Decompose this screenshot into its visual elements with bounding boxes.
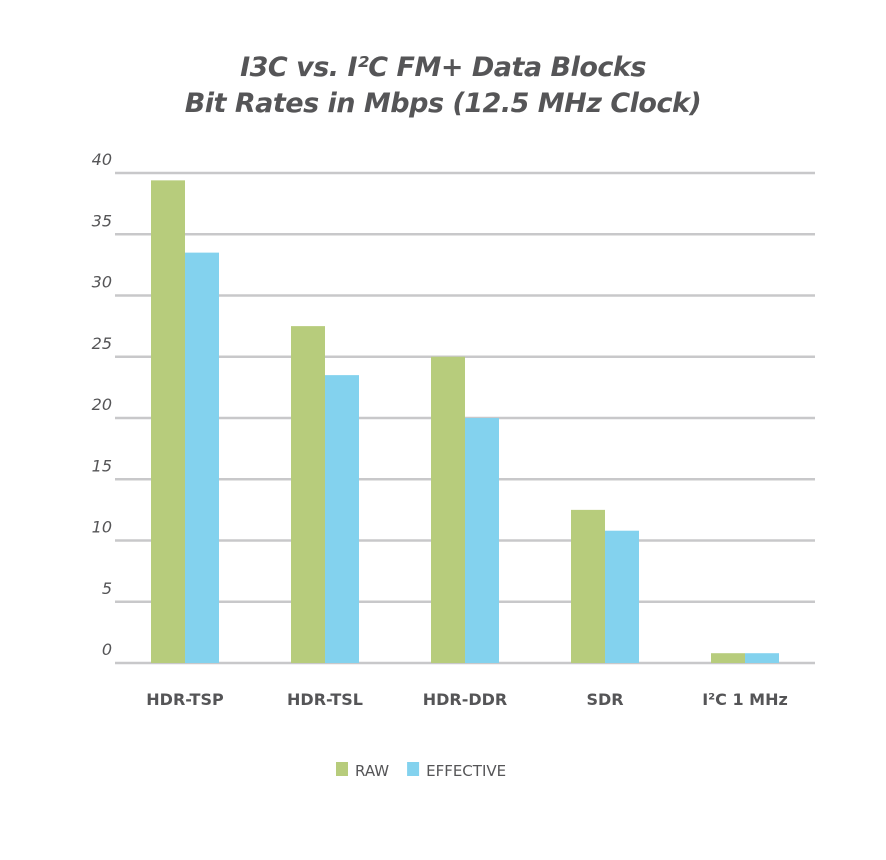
y-tick-label: 20: [92, 395, 112, 414]
x-tick-label: HDR-DDR: [423, 690, 508, 709]
bar-effective: [185, 252, 219, 663]
x-tick-label: HDR-TSP: [146, 690, 224, 709]
bar-effective: [605, 530, 639, 663]
chart-title: I3C vs. I²C FM+ Data Blocks: [240, 52, 646, 83]
legend-swatch: [336, 762, 348, 776]
legend-swatch: [407, 762, 420, 776]
bar-raw: [151, 180, 185, 663]
legend-label: EFFECTIVE: [426, 762, 506, 780]
y-tick-label: 15: [92, 456, 112, 475]
bar-raw: [431, 356, 465, 663]
x-tick-label: I²C 1 MHz: [702, 690, 788, 709]
bar-raw: [291, 326, 325, 663]
x-tick-label: HDR-TSL: [287, 690, 363, 709]
y-tick-label: 10: [92, 518, 112, 537]
y-tick-label: 35: [92, 211, 112, 230]
x-tick-label: SDR: [586, 690, 623, 709]
chart-subtitle: Bit Rates in Mbps (12.5 MHz Clock): [184, 88, 702, 119]
legend-label: RAW: [355, 762, 389, 780]
y-tick-label: 5: [102, 579, 112, 598]
bar-effective: [745, 653, 779, 663]
y-tick-label: 40: [92, 150, 112, 169]
bar-raw: [711, 653, 745, 663]
y-tick-label: 25: [92, 334, 112, 353]
y-tick-label: 0: [102, 640, 112, 659]
bar-effective: [325, 375, 359, 663]
bar-effective: [465, 418, 499, 663]
y-tick-label: 30: [92, 273, 112, 292]
bar-raw: [571, 509, 605, 663]
